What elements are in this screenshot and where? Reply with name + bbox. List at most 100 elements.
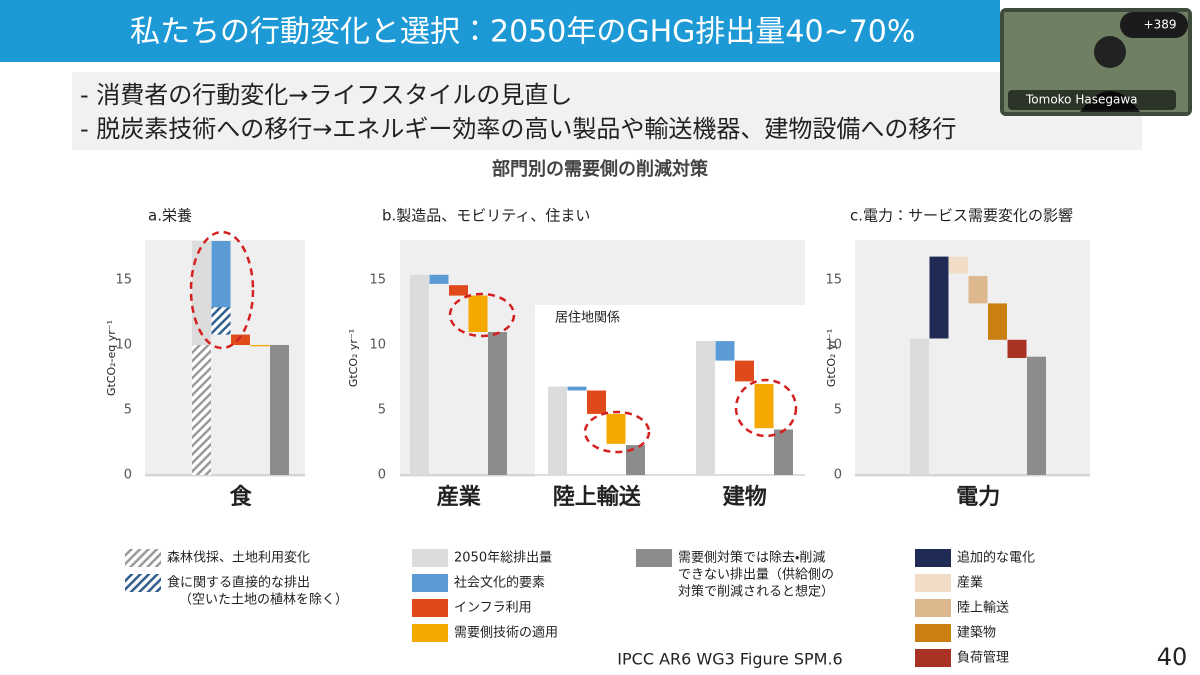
y-tick-label: 10 xyxy=(369,338,386,353)
bar-segment xyxy=(211,307,231,335)
bar-segment xyxy=(567,386,587,391)
legend-swatch xyxy=(915,649,951,667)
highlight-ellipse xyxy=(734,378,798,438)
person-head xyxy=(1094,36,1126,68)
y-tick-label: 5 xyxy=(378,403,386,418)
y-tick-label: 0 xyxy=(124,468,132,483)
name-plate xyxy=(1008,90,1176,110)
y-tick-label: 15 xyxy=(825,273,842,288)
annotation: 居住地関係 xyxy=(555,311,620,326)
bullet: - 脱炭素技術への移行→エネルギー効率の高い製品や輸送機器、建物設備への移行 xyxy=(80,115,956,143)
charts: a.栄養 GtCO₂-eq yr⁻¹ 0 5 10 15 食 b.製造品、モビリティ、住まい G… xyxy=(105,207,1090,510)
highlight-ellipse xyxy=(189,230,255,350)
category-label: 食 xyxy=(230,485,252,510)
legend-label: 需要側技術の適用 xyxy=(454,625,558,641)
legend-swatch xyxy=(915,624,951,642)
bullet: - 消費者の行動変化→ライフスタイルの見直し xyxy=(80,81,572,109)
y-tick-label: 10 xyxy=(115,338,132,353)
bar-segment xyxy=(606,413,626,444)
bar-segment xyxy=(949,256,968,274)
legend-label: 食に関する直接的な排出 xyxy=(167,575,310,591)
bar-segment xyxy=(429,274,449,284)
chart-title: b.製造品、モビリティ、住まい xyxy=(382,207,590,225)
bar-segment xyxy=(735,360,754,382)
legend-label: （空いた土地の植林を除く） xyxy=(179,592,348,608)
bar-segment xyxy=(250,345,270,347)
y-tick-label: 15 xyxy=(115,273,132,288)
chart-title: c.電力：サービス需要変化の影響 xyxy=(850,207,1073,225)
legend-swatch xyxy=(412,549,448,567)
bar-segment xyxy=(410,274,429,475)
y-axis-label: GtCO₂ yr⁻¹ xyxy=(347,329,360,387)
y-tick-label: 5 xyxy=(124,403,132,418)
legend-swatch xyxy=(915,574,951,592)
legend-swatch xyxy=(915,599,951,617)
bar-segment xyxy=(488,332,507,475)
highlight-ellipse xyxy=(583,410,651,454)
category-label: 産業 xyxy=(437,485,482,510)
y-tick-label: 0 xyxy=(378,468,386,483)
panel xyxy=(855,240,1090,477)
y-axis-label: GtCO₂ yr⁻¹ xyxy=(825,329,838,387)
participant-name: Tomoko Hasegawa xyxy=(1025,93,1138,107)
page-number: 40 xyxy=(1157,643,1188,671)
legend-swatch xyxy=(125,574,161,592)
video-tile: +389 Tomoko Hasegawa xyxy=(1000,8,1192,116)
bar-segment xyxy=(1007,339,1027,358)
bar-segment xyxy=(626,445,645,475)
legend-label: できない排出量（供給側の xyxy=(678,568,834,583)
bar-segment xyxy=(231,334,250,345)
bar-segment xyxy=(1027,356,1046,475)
legend-swatch xyxy=(125,549,161,567)
title-bar xyxy=(0,0,1000,62)
y-tick-label: 5 xyxy=(834,403,842,418)
category-label: 建物 xyxy=(722,484,767,510)
y-tick-label: 10 xyxy=(825,338,842,353)
y-tick-label: 0 xyxy=(834,468,842,483)
bar-segment xyxy=(548,386,567,475)
legend-swatch xyxy=(412,599,448,617)
legend-swatch xyxy=(412,574,448,592)
slide-title: 私たちの行動変化と選択：2050年のGHG排出量40~70% xyxy=(130,15,915,50)
y-tick-label: 15 xyxy=(369,273,386,288)
category-label: 陸上輸送 xyxy=(553,484,641,510)
bar-segment xyxy=(910,338,929,475)
legend-label: インフラ利用 xyxy=(454,601,532,616)
y-axis-label: GtCO₂-eq yr⁻¹ xyxy=(105,320,118,396)
category-label: 電力 xyxy=(956,485,1000,510)
bar-segment xyxy=(468,295,488,332)
legend-label: 負荷管理 xyxy=(957,651,1009,666)
bar-segment xyxy=(587,390,606,414)
legend-label: 社会文化的要素 xyxy=(454,575,545,591)
legend-label: 建築物 xyxy=(957,626,996,641)
bar-segment xyxy=(715,341,735,361)
bar-segment xyxy=(754,384,774,429)
participants-button[interactable] xyxy=(1120,12,1188,38)
bar-segment xyxy=(988,303,1007,340)
bar-segment xyxy=(192,345,211,475)
legend-swatch xyxy=(412,624,448,642)
legend-label: 2050年総排出量 xyxy=(454,551,552,566)
legend-label: 陸上輸送 xyxy=(957,601,1009,616)
highlights xyxy=(189,230,798,454)
bar-segment xyxy=(270,345,289,475)
chart-title: a.栄養 xyxy=(148,207,192,225)
legend-label: 追加的な電化 xyxy=(957,550,1035,566)
highlight-ellipse xyxy=(448,292,516,338)
bullet-band xyxy=(72,72,1142,150)
legend-label: 森林伐採、土地利用変化 xyxy=(167,550,310,566)
legend-label: 需要側対策では除去・削減 xyxy=(678,550,825,566)
participants-count: +389 xyxy=(1144,18,1177,32)
legend-label: 対策で削減されると想定） xyxy=(678,584,834,600)
legend-swatch xyxy=(915,549,951,567)
bar-segment xyxy=(449,285,468,296)
bar-segment xyxy=(774,429,793,475)
source: IPCC AR6 WG3 Figure SPM.6 xyxy=(617,650,842,669)
legend-label: 産業 xyxy=(957,575,983,591)
bar-segment xyxy=(968,276,988,304)
bar-segment xyxy=(929,256,949,339)
legend-swatch xyxy=(636,549,672,567)
figure-title: 部門別の需要側の削減対策 xyxy=(492,158,709,180)
